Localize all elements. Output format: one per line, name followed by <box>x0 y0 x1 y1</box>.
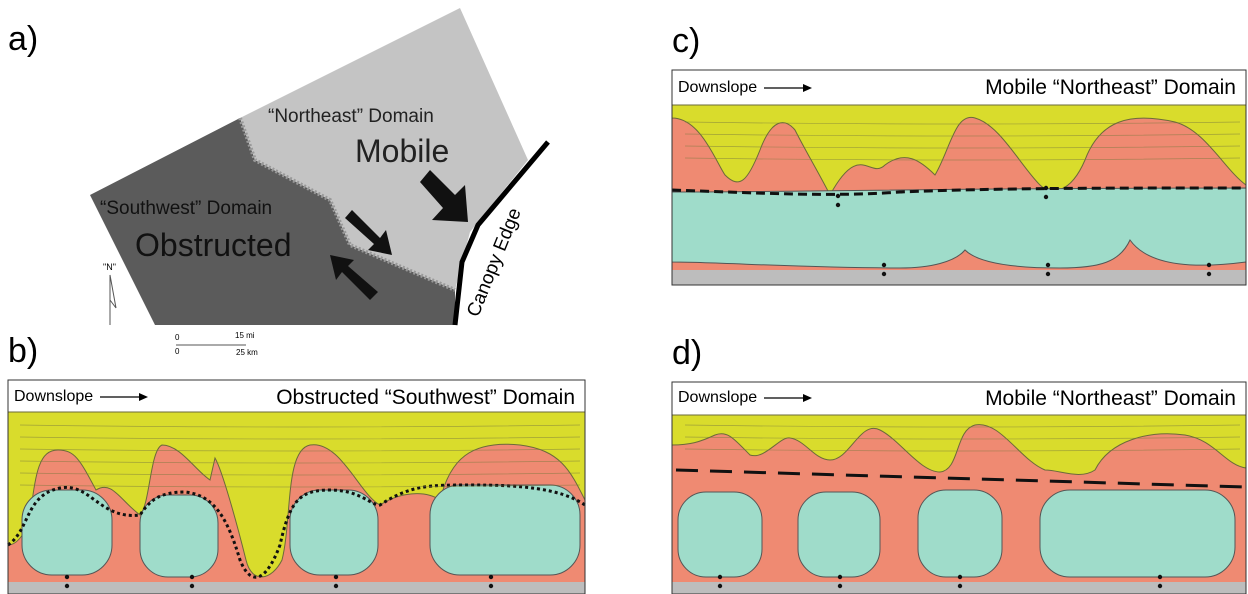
marker-dot <box>190 584 194 588</box>
marker-dot <box>334 575 338 579</box>
marker-dot <box>1044 186 1048 190</box>
salt-body <box>798 492 880 577</box>
marker-dot <box>1207 272 1211 276</box>
marker-dot <box>1046 272 1050 276</box>
marker-dot <box>838 584 842 588</box>
downslope-arrow-head <box>803 394 812 402</box>
marker-dot <box>1158 584 1162 588</box>
section-title: Obstructed “Southwest” Domain <box>276 386 575 409</box>
marker-dot <box>65 575 69 579</box>
north-label: "N" <box>103 262 116 272</box>
panel-label: d) <box>672 334 702 372</box>
downslope-label: Downslope <box>14 388 93 405</box>
downslope-arrow-head <box>803 84 812 92</box>
salt-body <box>140 495 218 577</box>
marker-dot <box>836 194 840 198</box>
marker-dot <box>882 272 886 276</box>
figure: a) “Northeast” Domain Mobile “Southwest”… <box>0 0 1248 594</box>
salt-body <box>430 485 580 575</box>
marker-dot <box>489 584 493 588</box>
north-arrow-head <box>110 275 116 308</box>
domain-state: Obstructed <box>135 227 292 263</box>
section-c: c) Downslope Mobile “Northeast” Domain <box>672 22 1246 285</box>
map-panel: a) “Northeast” Domain Mobile “Southwest”… <box>8 8 548 357</box>
marker-dot <box>1207 263 1211 267</box>
section-title: Mobile “Northeast” Domain <box>985 387 1236 410</box>
marker-dot <box>718 575 722 579</box>
scale-label: 15 mi <box>235 331 255 340</box>
salt-body <box>290 490 378 575</box>
panel-label: a) <box>8 20 38 58</box>
basement <box>672 270 1246 285</box>
marker-dot <box>1046 263 1050 267</box>
scale-label: 0 <box>175 347 180 356</box>
marker-dot <box>1158 575 1162 579</box>
marker-dot <box>65 584 69 588</box>
marker-dot <box>489 575 493 579</box>
domain-label: “Northeast” Domain <box>268 106 434 127</box>
marker-dot <box>836 203 840 207</box>
section-title: Mobile “Northeast” Domain <box>985 76 1236 99</box>
salt-body <box>678 492 762 577</box>
domain-label: “Southwest” Domain <box>100 198 272 219</box>
salt-body <box>1040 490 1235 577</box>
panel-label: c) <box>672 22 700 60</box>
scale-label: 0 <box>175 333 180 342</box>
downslope-arrow-head <box>139 393 148 401</box>
basement <box>8 582 585 594</box>
marker-dot <box>882 263 886 267</box>
section-d: d) Downslope Mobile “Northeast” Domain <box>672 334 1246 594</box>
marker-dot <box>334 584 338 588</box>
marker-dot <box>838 575 842 579</box>
domain-state: Mobile <box>355 133 449 169</box>
marker-dot <box>190 575 194 579</box>
panel-label: b) <box>8 332 38 370</box>
marker-dot <box>958 584 962 588</box>
downslope-label: Downslope <box>678 79 757 96</box>
marker-dot <box>1044 195 1048 199</box>
marker-dot <box>958 575 962 579</box>
scale-label: 25 km <box>236 348 258 357</box>
marker-dot <box>718 584 722 588</box>
salt-body <box>918 490 1002 577</box>
downslope-label: Downslope <box>678 389 757 406</box>
